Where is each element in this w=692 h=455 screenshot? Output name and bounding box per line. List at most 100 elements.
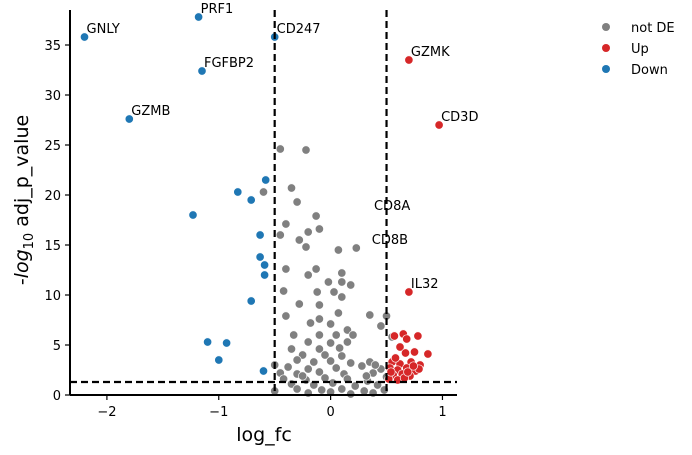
data-point (357, 361, 367, 371)
data-point (326, 338, 336, 348)
data-point (320, 350, 330, 360)
data-point (292, 197, 302, 207)
data-point (395, 342, 405, 352)
series-up (384, 55, 444, 385)
data-point (331, 363, 341, 373)
data-point (281, 264, 291, 274)
legend-label: Up (631, 42, 649, 57)
data-point (311, 211, 321, 221)
data-point (294, 235, 304, 245)
data-point (281, 311, 291, 321)
data-point (331, 330, 341, 340)
data-point (348, 330, 358, 340)
data-point (329, 287, 339, 297)
data-point (298, 371, 308, 381)
data-point (309, 357, 319, 367)
data-point (359, 386, 369, 396)
y-tick-label: 15 (44, 239, 61, 254)
data-point (260, 260, 270, 270)
y-tick-label: 25 (44, 139, 61, 154)
gene-label: GZMB (131, 104, 170, 119)
data-point (311, 264, 321, 274)
data-point (314, 344, 324, 354)
data-point (312, 287, 322, 297)
data-point (386, 367, 396, 377)
y-axis-label-prefix: - (11, 278, 33, 285)
data-point (423, 349, 433, 359)
axes (69, 10, 457, 396)
data-point (361, 371, 371, 381)
gene-annotations: GNLY PRF1 FGFBP2 CD247 GZMB GZMK CD3D CD8A CD8B I… (87, 2, 479, 292)
data-point (346, 358, 356, 368)
data-point (261, 175, 271, 185)
data-point (326, 356, 336, 366)
data-point (197, 66, 207, 76)
data-point (314, 224, 324, 234)
legend-marker (602, 44, 610, 52)
gene-label: CD247 (277, 22, 321, 37)
data-point (337, 292, 347, 302)
data-point (402, 334, 412, 344)
data-point (337, 268, 347, 278)
data-point (342, 337, 352, 347)
gene-label: CD8B (372, 233, 408, 248)
data-point (314, 300, 324, 310)
y-axis-ticks: 0 5 10 15 20 25 30 35 (44, 39, 70, 404)
y-tick-label: 35 (44, 39, 61, 54)
x-tick-label: 0 (326, 405, 334, 420)
legend-marker (602, 65, 610, 73)
gene-label: IL32 (411, 277, 439, 292)
legend-item: Up (602, 42, 649, 57)
data-point (413, 331, 423, 341)
y-tick-label: 5 (53, 339, 61, 354)
data-point (281, 219, 291, 229)
data-point (365, 310, 375, 320)
x-tick-label: 1 (438, 405, 446, 420)
data-point (323, 277, 333, 287)
data-point (314, 367, 324, 377)
data-point (408, 361, 418, 371)
y-axis-label-rest: adj_p_value (11, 115, 33, 233)
data-point (188, 210, 198, 220)
x-axis-ticks: −2 −1 0 1 (97, 395, 447, 420)
data-point (255, 230, 265, 240)
x-axis-label: log_fc (236, 424, 292, 446)
data-point (222, 338, 232, 348)
data-point (286, 344, 297, 354)
data-point (351, 243, 361, 253)
data-point (292, 355, 302, 365)
data-point (326, 319, 336, 329)
data-point (289, 330, 299, 340)
gene-label: GZMK (411, 45, 450, 60)
data-point (335, 343, 345, 353)
data-point (283, 362, 293, 372)
legend-label: not DE (631, 21, 675, 36)
y-axis-label: -log10 adj_p_value (11, 115, 37, 285)
data-point (409, 347, 420, 357)
plot-area (79, 12, 444, 399)
threshold-lines (70, 10, 457, 395)
data-point (275, 230, 285, 240)
data-point (305, 318, 316, 328)
series-not-de (258, 144, 397, 399)
gene-label: CD8A (374, 199, 410, 214)
data-point (255, 252, 265, 262)
data-point (400, 348, 411, 358)
data-point (303, 270, 313, 280)
data-point (301, 145, 311, 155)
data-point (258, 366, 269, 376)
data-point (314, 314, 324, 324)
data-point (376, 321, 386, 331)
data-point (294, 299, 304, 309)
data-point (303, 227, 313, 237)
data-point (370, 360, 380, 370)
data-point (350, 381, 360, 391)
data-point (314, 330, 324, 340)
data-point (337, 384, 347, 394)
data-point (317, 385, 327, 395)
data-point (303, 364, 313, 374)
data-point (260, 270, 270, 280)
data-point (124, 114, 134, 124)
data-point (301, 242, 311, 252)
